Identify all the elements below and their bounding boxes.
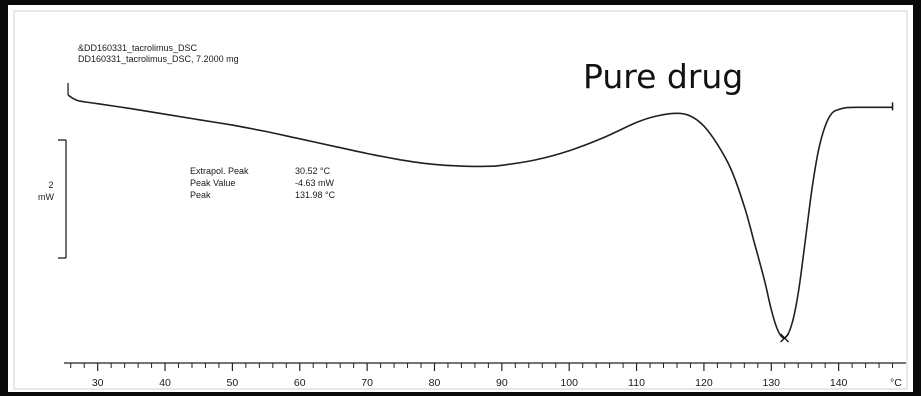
header-line-2: DD160331_tacrolimus_DSC, 7.2000 mg bbox=[78, 54, 239, 64]
x-tick-label: 130 bbox=[763, 377, 781, 389]
x-tick-label: 140 bbox=[830, 377, 848, 389]
x-tick-label: 90 bbox=[496, 377, 508, 389]
x-tick-label: 100 bbox=[560, 377, 578, 389]
x-tick-label: 40 bbox=[159, 377, 171, 389]
dsc-curve bbox=[67, 94, 893, 339]
x-tick-label: 30 bbox=[92, 377, 104, 389]
x-tick-label: 60 bbox=[294, 377, 306, 389]
peak-marker bbox=[780, 333, 790, 343]
scale-bar-value: 2 bbox=[48, 180, 53, 190]
left-border bbox=[0, 0, 8, 396]
plot-layer bbox=[67, 83, 894, 343]
top-border bbox=[0, 0, 921, 5]
x-tick-label: 120 bbox=[695, 377, 713, 389]
annotation-label-2: Peak bbox=[190, 190, 211, 200]
header-line-1: &DD160331_tacrolimus_DSC bbox=[78, 43, 198, 53]
x-axis: 30 40 50 60 70 80 90 100 110 120 130 140 bbox=[64, 362, 906, 389]
x-tick-label: 70 bbox=[361, 377, 373, 389]
x-axis-unit: °C bbox=[890, 377, 902, 389]
annotation-value-2: 131.98 °C bbox=[295, 190, 336, 200]
chart-title: Pure drug bbox=[583, 57, 743, 96]
x-tick-label: 110 bbox=[628, 377, 645, 389]
annotation-value-0: 30.52 °C bbox=[295, 166, 331, 176]
annotation-label-1: Peak Value bbox=[190, 178, 235, 188]
annotation-label-0: Extrapol. Peak bbox=[190, 166, 249, 176]
right-border bbox=[913, 0, 921, 396]
plot-frame bbox=[13, 10, 908, 390]
x-tick-label: 50 bbox=[227, 377, 239, 389]
scale-bar-unit: mW bbox=[38, 192, 54, 202]
annotation-value-1: -4.63 mW bbox=[295, 178, 335, 188]
bottom-border bbox=[0, 392, 921, 396]
x-tick-label: 80 bbox=[429, 377, 441, 389]
